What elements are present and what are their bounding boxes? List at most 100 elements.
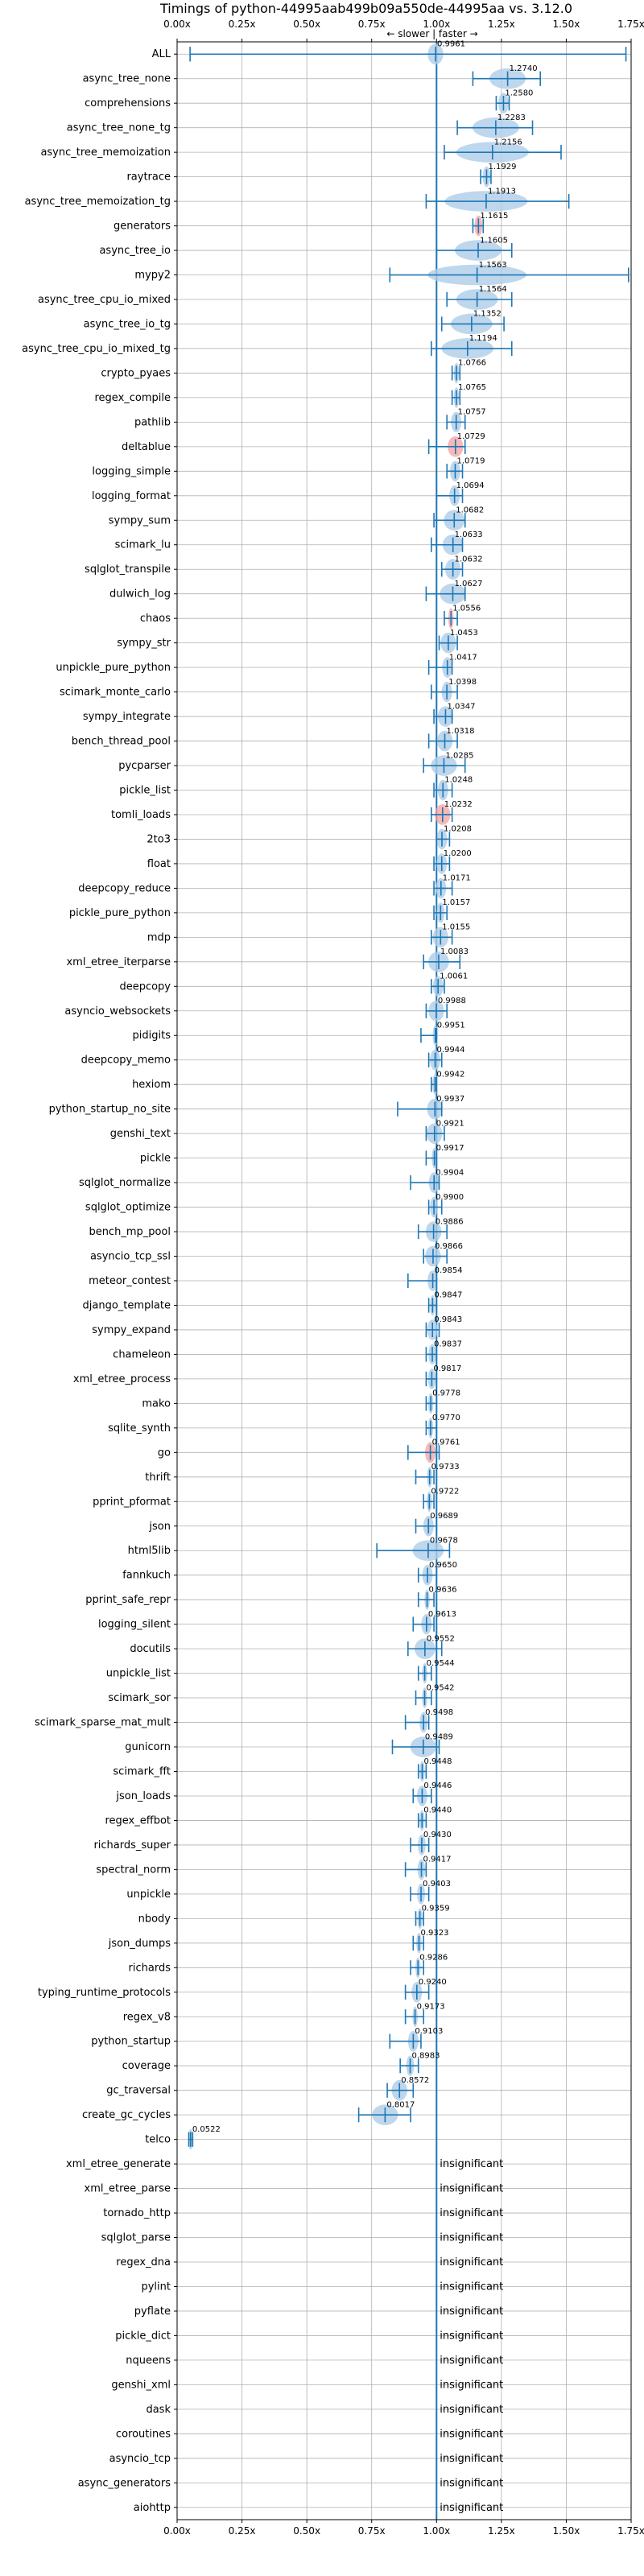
value-label: 0.9173 xyxy=(417,2003,445,2012)
category-label: richards xyxy=(129,1962,171,1974)
category-label: dask xyxy=(146,2404,171,2416)
value-label: 0.9770 xyxy=(432,1414,460,1422)
category-label: deltablue xyxy=(122,441,171,453)
insignificant-label: insignificant xyxy=(440,2183,503,2195)
category-label: sympy_expand xyxy=(92,1324,171,1336)
category-label: richards_super xyxy=(93,1839,171,1852)
category-label: asyncio_websockets xyxy=(64,1005,171,1018)
category-label: coroutines xyxy=(116,2428,171,2440)
category-label: pathlib xyxy=(134,416,171,428)
value-label: 0.9613 xyxy=(428,1610,456,1619)
plot-frame xyxy=(176,41,632,2520)
category-label: thrift xyxy=(145,1472,171,1484)
category-label: raytrace xyxy=(126,171,171,184)
category-label: sqlglot_transpile xyxy=(85,564,171,576)
category-label: genshi_xml xyxy=(111,2379,171,2391)
value-label: 1.1929 xyxy=(488,163,516,171)
value-label: 0.9359 xyxy=(422,1905,450,1913)
value-label: 1.0627 xyxy=(454,580,482,588)
value-label: 1.1352 xyxy=(473,310,502,319)
category-label: pickle_list xyxy=(119,784,171,796)
value-label: 0.9430 xyxy=(423,1831,452,1839)
category-label: xml_etree_generate xyxy=(66,2158,171,2170)
category-label: mypy2 xyxy=(134,270,171,282)
category-label: pylint xyxy=(141,2281,171,2293)
value-label: 0.9678 xyxy=(430,1536,458,1545)
x-tick-label-top: 0.00x xyxy=(163,19,191,30)
value-label: 0.8017 xyxy=(386,2100,415,2109)
category-label: django_template xyxy=(83,1299,171,1311)
category-label: pprint_pformat xyxy=(93,1496,171,1508)
value-label: 0.9544 xyxy=(427,1659,455,1668)
x-tick-label-top: 0.25x xyxy=(229,19,256,30)
category-label: python_startup_no_site xyxy=(49,1104,171,1116)
grid xyxy=(176,42,632,2520)
category-label: json_dumps xyxy=(108,1938,171,1950)
x-tick-label-bottom: 0.75x xyxy=(358,2525,386,2537)
value-label: 0.9961 xyxy=(437,39,465,48)
chart-title: Timings of python-44995aab499b09a550de-4… xyxy=(159,1,572,16)
insignificant-label: insignificant xyxy=(440,2207,503,2219)
category-label: comprehensions xyxy=(85,97,171,109)
insignificant-label: insignificant xyxy=(440,2379,503,2391)
insignificant-label: insignificant xyxy=(440,2355,503,2367)
value-label: 0.0522 xyxy=(192,2125,221,2134)
category-label: telco xyxy=(145,2134,171,2146)
category-label: sympy_sum xyxy=(109,514,171,526)
x-tick-label-top: 1.75x xyxy=(617,19,644,30)
category-label: async_generators xyxy=(78,2477,171,2489)
category-label: regex_dna xyxy=(116,2256,171,2268)
insignificant-label: insignificant xyxy=(440,2281,503,2293)
value-label: 1.1563 xyxy=(479,261,507,270)
insignificant-label: insignificant xyxy=(440,2330,503,2342)
category-label: unpickle_pure_python xyxy=(56,662,171,674)
value-label: 1.0453 xyxy=(450,629,478,638)
value-label: 1.0729 xyxy=(457,432,485,441)
value-label: 1.2740 xyxy=(510,64,538,73)
category-label: asyncio_tcp_ssl xyxy=(90,1251,171,1263)
category-label: spectral_norm xyxy=(96,1864,171,1876)
category-label: aiohttp xyxy=(134,2502,171,2514)
category-label: deepcopy xyxy=(119,980,171,993)
value-label: 1.0398 xyxy=(448,678,477,687)
category-label: nbody xyxy=(138,1913,171,1925)
category-label: gunicorn xyxy=(125,1741,171,1753)
value-label: 0.9988 xyxy=(438,997,466,1005)
x-tick-label-bottom: 1.00x xyxy=(423,2525,450,2537)
x-tick-label-top: 1.50x xyxy=(553,19,580,30)
value-label: 0.9636 xyxy=(429,1585,457,1594)
insignificant-label: insignificant xyxy=(440,2158,503,2170)
category-label: deepcopy_memo xyxy=(81,1055,171,1067)
category-label: tomli_loads xyxy=(111,809,171,821)
category-label: logging_simple xyxy=(92,465,171,477)
category-label: scimark_monte_carlo xyxy=(60,687,171,699)
category-label: unpickle xyxy=(126,1889,171,1901)
category-label: asyncio_tcp xyxy=(109,2453,171,2465)
value-label: 0.9944 xyxy=(436,1046,464,1055)
category-label: bench_thread_pool xyxy=(72,736,171,748)
category-label: async_tree_io xyxy=(99,245,171,257)
x-tick-label-top: 1.00x xyxy=(423,19,450,30)
category-label: sqlglot_normalize xyxy=(79,1177,171,1189)
category-label: mako xyxy=(142,1397,171,1410)
category-label: hexiom xyxy=(132,1079,171,1091)
category-label: create_gc_cycles xyxy=(82,2109,171,2121)
value-label: 1.1913 xyxy=(488,187,516,196)
value-label: 0.9286 xyxy=(419,1954,448,1963)
category-label: sympy_integrate xyxy=(83,711,171,723)
value-label: 0.9552 xyxy=(427,1634,455,1643)
category-label: json_loads xyxy=(115,1790,171,1802)
value-label: 1.2283 xyxy=(497,114,526,122)
value-label: 1.0765 xyxy=(458,383,486,392)
category-label: xml_etree_iterparse xyxy=(66,956,171,968)
value-label: 0.9722 xyxy=(431,1488,459,1496)
value-label: 1.0417 xyxy=(449,653,477,662)
value-label: 0.9886 xyxy=(436,1217,464,1226)
marks: 0.9961 1.2740 1.2580 1.2283 1.2156 1.1929 1.19… xyxy=(188,39,630,2520)
value-label: 0.9854 xyxy=(435,1266,463,1275)
category-label: json xyxy=(148,1521,171,1533)
category-label: logging_format xyxy=(92,490,171,502)
category-label: deepcopy_reduce xyxy=(78,882,171,894)
value-label: 0.9761 xyxy=(432,1439,460,1447)
insignificant-label: insignificant xyxy=(440,2404,503,2416)
